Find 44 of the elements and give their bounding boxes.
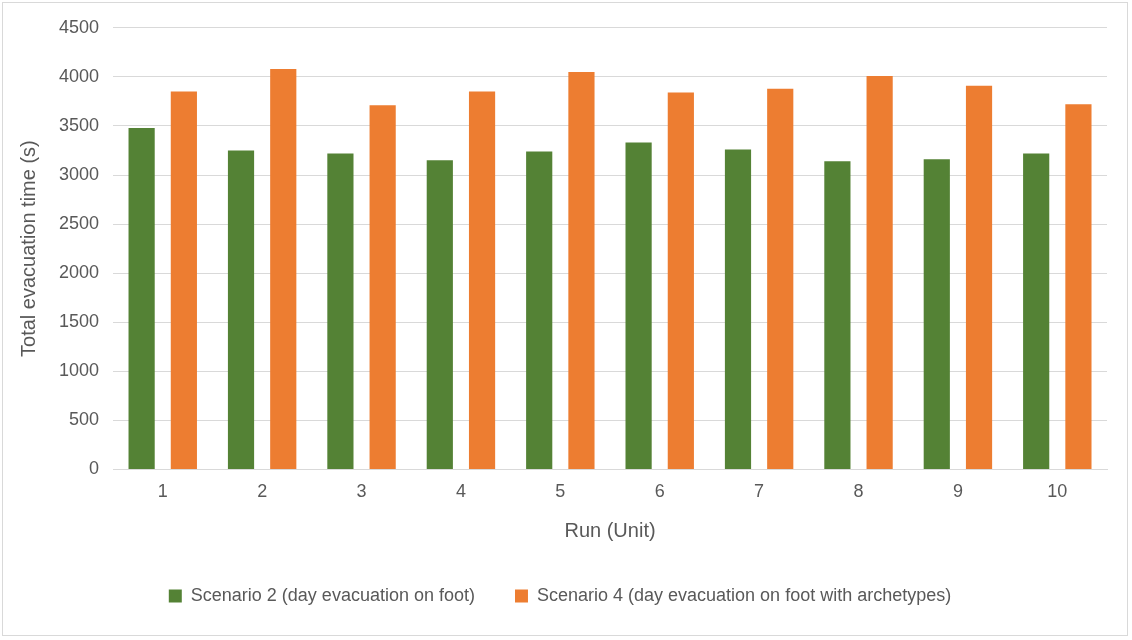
bar [369,105,396,469]
x-tick-label: 2 [257,481,268,502]
bar [923,159,950,469]
x-tick-label: 1 [157,481,168,502]
x-tick-label: 5 [555,481,566,502]
x-tick-label: 10 [1047,481,1068,502]
bar [468,91,496,469]
y-tick-label: 2000 [59,262,100,283]
bar [625,142,652,469]
bar [1065,104,1092,469]
bar [426,160,453,469]
y-tick-label: 1000 [59,360,100,381]
y-tick-label: 500 [69,409,100,430]
y-axis-title: Total evacuation time (s) [16,140,39,357]
x-tick-label: 9 [952,481,963,502]
x-tick-label: 3 [356,481,367,502]
x-axis-title: Run (Unit) [564,518,656,541]
bar [767,88,794,469]
bar [270,69,297,469]
bar [227,150,255,469]
x-tick-label: 8 [853,481,864,502]
bar [824,161,851,469]
x-tick-label: 6 [654,481,665,502]
x-tick-label: 7 [754,481,765,502]
legend-label: Scenario 4 (day evacuation on foot with archetypes) [536,584,952,605]
y-tick-label: 1500 [59,311,100,332]
bar [667,92,694,469]
y-tick-label: 3000 [59,163,100,184]
x-tick-label: 4 [455,481,466,502]
bar [327,153,354,469]
bar [866,75,893,469]
y-tick-label: 4500 [59,16,100,37]
bar [1023,153,1050,469]
y-tick-label: 3500 [59,114,100,135]
y-tick-label: 2500 [59,213,100,234]
bar [170,91,197,469]
bar [526,151,553,469]
y-tick-label: 4000 [59,65,100,86]
bar [724,149,752,469]
y-tick-label: 0 [89,458,100,479]
legend-label: Scenario 2 (day evacuation on foot) [190,584,475,605]
bar [568,71,595,469]
bar [128,127,155,469]
bar [965,85,993,469]
